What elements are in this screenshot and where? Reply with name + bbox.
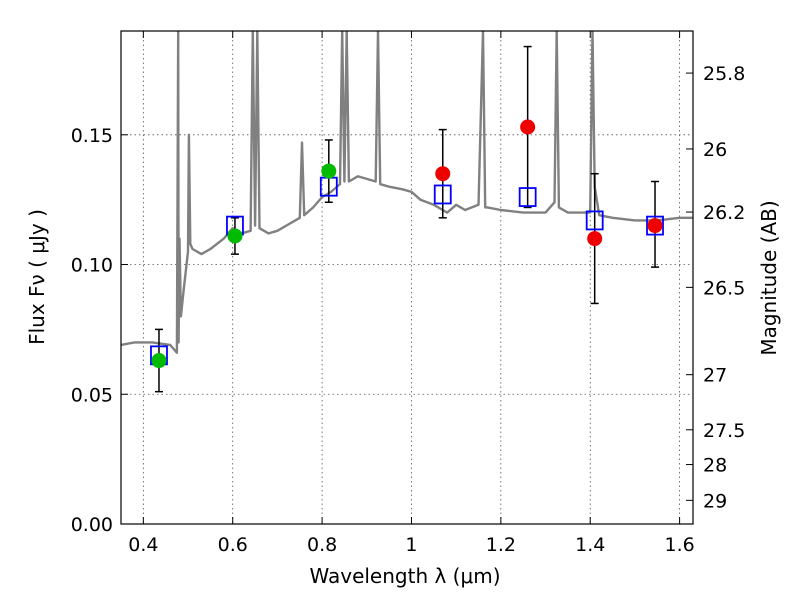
observed-point: [587, 231, 603, 247]
y2-tick-label: 26.5: [703, 277, 745, 299]
y-tick-label: 0.10: [71, 255, 113, 277]
observed-point: [151, 353, 167, 369]
observed-point: [321, 163, 337, 179]
grid: [121, 31, 693, 525]
plot-frame: [120, 30, 694, 525]
y-tick-label: 0.00: [71, 514, 113, 536]
observed-point: [647, 218, 663, 234]
observed-point: [227, 228, 243, 244]
model-photometry-layer: [150, 176, 664, 366]
y2-tick-label: 27: [703, 365, 727, 387]
model-photometry-square: [585, 210, 604, 231]
y2-tick-label: 28: [703, 455, 727, 477]
observed-point: [520, 119, 536, 135]
x-tick-label: 1: [405, 534, 417, 556]
y2-tick-label: 29: [703, 490, 727, 512]
model-photometry-square: [646, 215, 664, 236]
y2-tick-label: 25.8: [703, 63, 745, 85]
x-tick-label: 1.4: [575, 534, 605, 556]
y-tick-label: 0.05: [71, 384, 113, 406]
tick-labels: 0.4 0.6 0.8 1 1.2 1.4 1.6 0.00 0.05 0.10 0.15 25.8 2…: [71, 63, 746, 556]
axis-ticks: [121, 31, 693, 525]
x-tick-label: 0.8: [307, 534, 337, 556]
x-axis-title: Wavelength λ (μm): [309, 564, 500, 588]
model-photometry-square: [433, 184, 452, 205]
x-tick-label: 1.6: [664, 534, 694, 556]
y2-tick-label: 26: [703, 139, 727, 161]
x-tick-label: 0.6: [218, 534, 248, 556]
y2-tick-label: 27.5: [703, 420, 745, 442]
observed-points-layer: [151, 119, 663, 369]
observed-point: [435, 166, 451, 182]
model-spectrum-layer: [121, 31, 693, 354]
y2-tick-label: 26.2: [703, 202, 745, 224]
y-tick-label: 0.15: [71, 125, 113, 147]
x-tick-label: 1.2: [486, 534, 516, 556]
y2-axis-title: Magnitude (AB): [757, 200, 781, 355]
y-axis-title: Flux Fν ( μJy ): [25, 209, 49, 345]
model-spectrum-line: [121, 31, 693, 354]
errorbar-layer: [154, 45, 660, 393]
x-tick-label: 0.4: [128, 534, 158, 556]
model-photometry-square: [518, 187, 537, 207]
